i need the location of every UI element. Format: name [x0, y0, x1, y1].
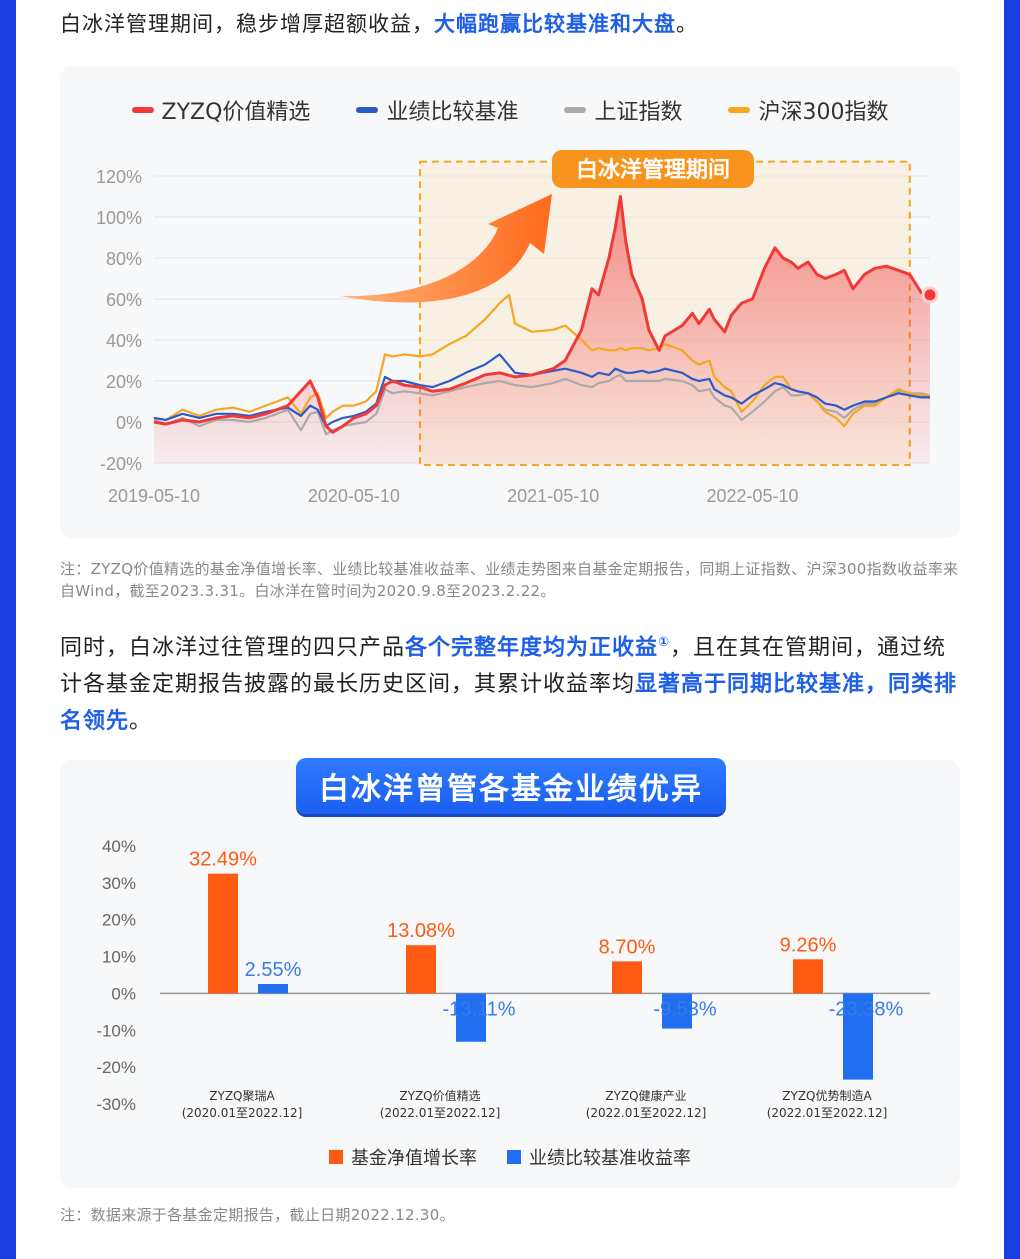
category-label: ZYZQ聚瑞A: [209, 1089, 275, 1103]
y-tick-label: 10%: [102, 948, 136, 967]
y-tick-label: 30%: [102, 874, 136, 893]
chart2-note: 注：数据来源于各基金定期报告，截止日期2022.12.30。: [60, 1206, 455, 1224]
category-period-label: (2022.01至2022.12]: [586, 1106, 707, 1120]
chart1-note: 注：ZYZQ价值精选的基金净值增长率、业绩比较基准收益率、业绩走势图来自基金定期…: [60, 560, 959, 600]
y-tick-label: 0%: [116, 413, 142, 433]
bar-value-label: 32.49%: [189, 849, 257, 871]
y-tick-label: 40%: [106, 331, 142, 351]
bar-value-label: 13.08%: [387, 920, 455, 942]
legend-item-bench-return: 业绩比较基准收益率: [507, 1144, 691, 1170]
legend-swatch-sse: [564, 107, 587, 113]
y-tick-label: -30%: [96, 1095, 136, 1114]
bar-value-label: 8.70%: [599, 936, 656, 958]
bar-value-label: 9.26%: [780, 934, 837, 956]
legend-swatch-benchmark: [356, 107, 379, 113]
bar-value-label: -23.38%: [829, 998, 904, 1020]
fund-end-marker: [921, 286, 939, 304]
intro-end: 。: [676, 12, 698, 36]
x-tick-label: 2022-05-10: [706, 486, 798, 506]
x-tick-label: 2020-05-10: [308, 486, 400, 506]
legend-label-fund: ZYZQ价值精选: [161, 100, 311, 125]
bar-fund-growth: [612, 961, 642, 994]
legend-item-sse: 上证指数: [564, 94, 682, 126]
footnote-marker: ①: [658, 635, 671, 650]
series-line-csi300: [153, 293, 930, 428]
para-text-2: ，且在其在管期间，通过统计各基金定期报告披露的最长历史区间，其累计收益率均: [60, 635, 947, 698]
legend-label-csi300: 沪深300指数: [758, 100, 889, 125]
y-tick-label: 20%: [102, 911, 136, 930]
bar-chart-svg: 40% 30% 20% 10% 0% -10% -20% -30% 32.49% 2.55% ZYZ…: [96, 837, 930, 1120]
y-tick-label: 40%: [102, 837, 136, 856]
category-period-label: (2022.01至2022.12]: [380, 1106, 501, 1120]
category-label: ZYZQ价值精选: [399, 1088, 480, 1103]
legend-label-bench-return: 业绩比较基准收益率: [529, 1148, 691, 1169]
category-period-label: (2020.01至2022.12]: [182, 1106, 303, 1120]
bar-bench-return: [662, 993, 692, 1029]
y-tick-label: 0%: [111, 984, 136, 1003]
legend-swatch-fund: [131, 107, 154, 113]
para-highlight-1: 各个完整年度均为正收益: [405, 635, 659, 661]
legend-label-fund-growth: 基金净值增长率: [351, 1148, 477, 1169]
category-period-label: (2022.01至2022.12]: [767, 1106, 888, 1120]
bar-chart-banner: 白冰洋曾管各基金业绩优异: [296, 758, 726, 814]
para-highlight-2: 显著高于同期比较基准，同类排名领先: [60, 672, 958, 735]
y-tick-label: -20%: [100, 454, 142, 474]
y-tick-label: -20%: [96, 1058, 136, 1077]
intro-highlight: 大幅跑赢比较基准和大盘: [434, 12, 676, 36]
bar-value-label: -9.53%: [653, 998, 717, 1020]
y-tick-label: 100%: [96, 208, 142, 228]
para-text-3: 。: [129, 709, 153, 735]
y-tick-label: 20%: [106, 372, 142, 392]
fund-area-fill: [154, 196, 930, 463]
bar-bench-return: [843, 993, 873, 1080]
bar-fund-growth: [793, 959, 823, 994]
legend-label-benchmark: 业绩比较基准: [386, 100, 519, 125]
bar-bench-return: [258, 984, 288, 994]
growth-arrow: [340, 194, 552, 303]
category-label: ZYZQ健康产业: [605, 1088, 686, 1103]
performance-line-chart-card: ZYZQ价值精选 业绩比较基准 上证指数 沪深300指数 120% 100% 80%…: [60, 66, 960, 538]
y-tick-label: 60%: [106, 290, 142, 310]
summary-paragraph: 同时，白冰洋过往管理的四只产品各个完整年度均为正收益①，且在其在管期间，通过统计…: [60, 624, 965, 740]
legend-swatch-fund-growth: [329, 1150, 343, 1164]
series-line-benchmark: [153, 353, 930, 428]
legend-item-benchmark: 业绩比较基准: [356, 94, 518, 126]
y-tick-label: 80%: [106, 249, 142, 269]
intro-text: 白冰洋管理期间，稳步增厚超额收益，大幅跑赢比较基准和大盘。: [60, 6, 970, 42]
bar-value-label: -13.11%: [442, 998, 515, 1020]
legend-item-csi300: 沪深300指数: [728, 94, 888, 126]
bar-fund-growth: [406, 945, 436, 994]
line-chart-svg: 120% 100% 80% 60% 40% 20% 0% -20% 2019-05-10 2020…: [96, 150, 939, 506]
y-tick-label: 120%: [96, 167, 142, 187]
legend-swatch-bench-return: [507, 1150, 521, 1164]
page: 白冰洋管理期间，稳步增厚超额收益，大幅跑赢比较基准和大盘。 ZYZQ价值精选 业…: [16, 0, 1004, 1259]
x-tick-label: 2019-05-10: [108, 486, 200, 506]
annotation-pill: 白冰洋管理期间: [552, 150, 754, 188]
fund-bar-chart-card: 40% 30% 20% 10% 0% -10% -20% -30% 32.49% 2.55% ZYZ…: [60, 758, 960, 1188]
intro-plain: 白冰洋管理期间，稳步增厚超额收益，: [60, 12, 434, 36]
x-tick-label: 2021-05-10: [507, 486, 599, 506]
annotation-label: 白冰洋管理期间: [576, 157, 730, 183]
legend-item-fund: ZYZQ价值精选: [131, 94, 311, 126]
para-text-1: 同时，白冰洋过往管理的四只产品: [60, 635, 406, 661]
category-label: ZYZQ优势制造A: [782, 1089, 872, 1103]
bar-chart-legend: 基金净值增长率 业绩比较基准收益率: [60, 1144, 960, 1170]
series-line-fund: [153, 195, 931, 434]
bar-value-label: 2.55%: [245, 959, 302, 981]
legend-swatch-csi300: [728, 107, 751, 113]
bar-fund-growth: [208, 873, 238, 994]
line-chart-legend: ZYZQ价值精选 业绩比较基准 上证指数 沪深300指数: [60, 94, 960, 126]
bar-bench-return: [456, 993, 486, 1042]
legend-item-fund-growth: 基金净值增长率: [329, 1144, 477, 1170]
annotation-pill-bg: [552, 150, 754, 188]
y-tick-label: -10%: [96, 1021, 136, 1040]
legend-label-sse: 上证指数: [594, 100, 683, 125]
